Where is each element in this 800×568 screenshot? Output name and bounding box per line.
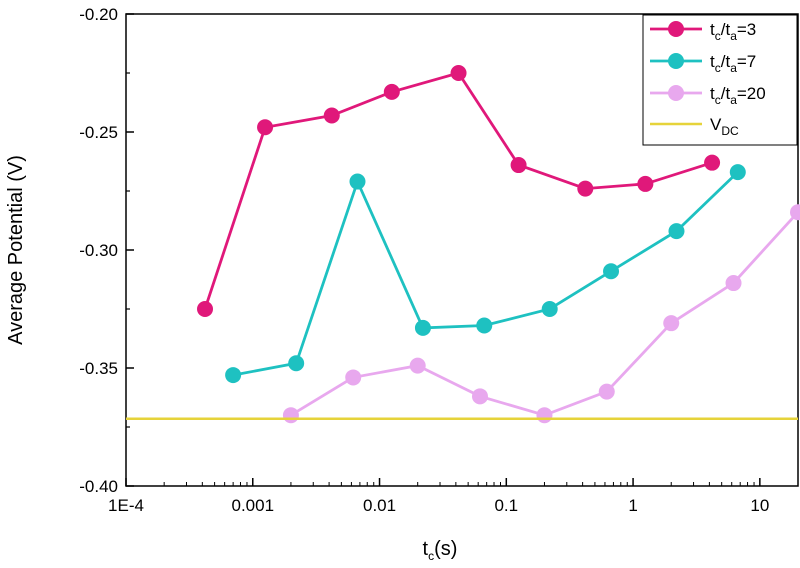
legend-1-label-part: =3 (737, 20, 756, 39)
x-tick-label: 0.001 (231, 496, 274, 515)
series-2-point (603, 263, 620, 280)
legend-3-label-part: =20 (737, 84, 766, 103)
legend-4-label-part: V (710, 115, 722, 134)
legend-2-label-part: =7 (737, 52, 756, 71)
y-tick-label: -0.20 (79, 5, 118, 24)
x-tick-label: 1 (628, 496, 637, 515)
series-1-point (323, 107, 340, 124)
legend-3-label: tc/ta=20 (710, 84, 766, 107)
x-tick-label: 1E-4 (108, 496, 144, 515)
series-3-point (282, 407, 299, 424)
x-axis-title: tc(s) (423, 538, 458, 563)
series-3-point (536, 407, 553, 424)
series-1-point (197, 301, 214, 317)
legend-3-label-part: /t (721, 84, 731, 103)
legend-1-marker (668, 21, 684, 37)
series-3-point (345, 369, 362, 386)
y-tick-label: -0.35 (79, 359, 118, 378)
series-3-point (790, 204, 800, 221)
x-axis-title-rest: (s) (434, 538, 457, 560)
series-2-point (476, 317, 493, 334)
series-1-point (383, 83, 400, 100)
legend-2-label: tc/ta=7 (710, 52, 756, 75)
legend-2-label-part: t (710, 52, 715, 71)
legend-1-label-part: a (730, 29, 737, 43)
series-2-point (288, 355, 305, 372)
legend-3-label-part: a (730, 93, 737, 107)
series-1-point (510, 157, 527, 174)
series-1-point (257, 119, 274, 136)
legend-4-label-part: DC (721, 124, 739, 138)
series-2-point (414, 319, 431, 336)
y-tick-label: -0.30 (79, 241, 118, 260)
y-tick-label: -0.25 (79, 123, 118, 142)
y-tick-label: -0.40 (79, 477, 118, 496)
series-2-point (225, 367, 242, 384)
y-axis-title: Average Potential (V) (5, 155, 27, 345)
x-axis-title-main: t (423, 538, 429, 560)
legend-3-label-part: c (715, 93, 721, 107)
legend-4-label: VDC (710, 115, 739, 138)
series-layer (126, 65, 800, 424)
series-1-point (637, 175, 654, 192)
legend-2-label-part: /t (721, 52, 731, 71)
legend-1-label-part: t (710, 20, 715, 39)
legend-2-marker (668, 53, 684, 69)
series-1-point (577, 180, 594, 197)
legend-1-label-part: c (715, 29, 721, 43)
legend-1-label: tc/ta=3 (710, 20, 756, 43)
series-2-point (729, 164, 746, 181)
series-3-point (598, 383, 615, 400)
legend-3-label-part: t (710, 84, 715, 103)
series-2-point (349, 173, 366, 190)
legend-3-marker (668, 85, 684, 101)
x-axis-title-sub: c (428, 549, 434, 563)
series-2-point (541, 301, 558, 317)
series-3-point (409, 357, 426, 374)
x-tick-label: 10 (750, 496, 769, 515)
series-3-point (725, 275, 742, 292)
series-1-point (450, 65, 467, 81)
legend-2-label-part: a (730, 61, 737, 75)
legend-2-label-part: c (715, 61, 721, 75)
series-1-point (704, 154, 721, 171)
x-tick-label: 0.01 (363, 496, 396, 515)
series-2-point (668, 223, 685, 240)
legend-1-label-part: /t (721, 20, 731, 39)
axis-ticks: -0.40 -0.35 -0.30 -0.25 -0.20 1E-4 0.001 0.01 0.… (79, 5, 799, 515)
series-3-point (663, 315, 680, 332)
x-tick-label: 0.1 (494, 496, 518, 515)
series-3-point (471, 388, 488, 405)
